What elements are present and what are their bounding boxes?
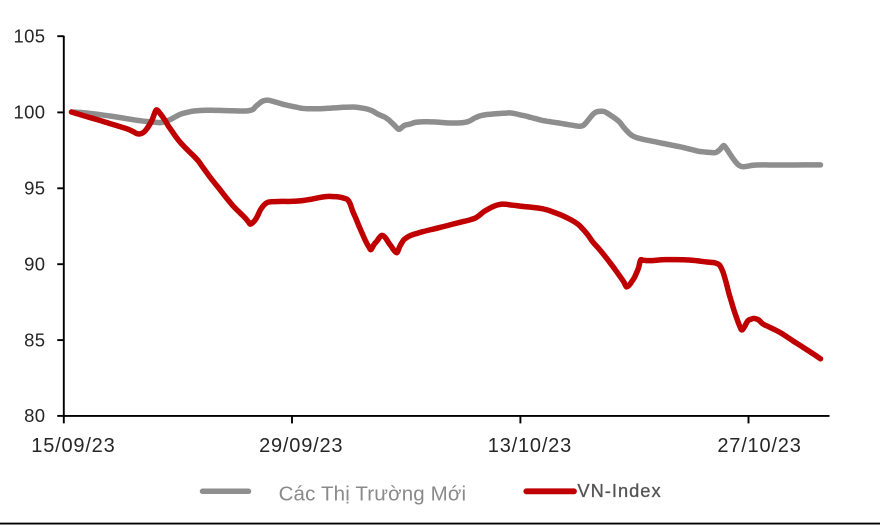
svg-text:90: 90 bbox=[24, 253, 45, 274]
svg-text:100: 100 bbox=[13, 102, 45, 123]
svg-text:80: 80 bbox=[24, 405, 45, 426]
svg-text:Các Thị Trường Mới: Các Thị Trường Mới bbox=[279, 483, 467, 506]
svg-text:29/09/23: 29/09/23 bbox=[259, 435, 343, 457]
svg-text:27/10/23: 27/10/23 bbox=[717, 435, 801, 457]
svg-text:95: 95 bbox=[24, 178, 45, 199]
svg-text:VN-Index: VN-Index bbox=[577, 480, 661, 501]
svg-text:85: 85 bbox=[24, 329, 45, 350]
svg-text:13/10/23: 13/10/23 bbox=[488, 435, 572, 457]
svg-text:105: 105 bbox=[13, 25, 45, 46]
svg-text:15/09/23: 15/09/23 bbox=[31, 435, 115, 457]
